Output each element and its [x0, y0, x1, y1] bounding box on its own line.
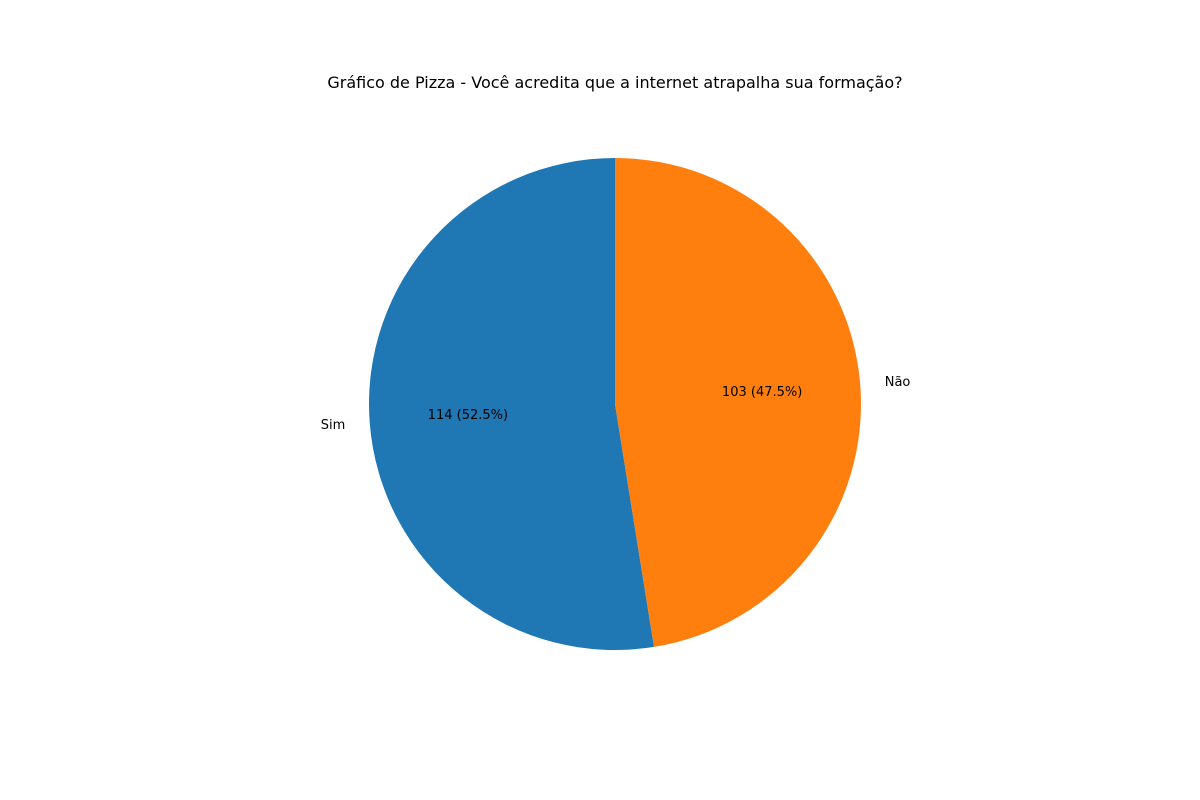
pie-slice-nao: [615, 158, 861, 647]
pie-labels: Sim 114 (52.5%) Não 103 (47.5%): [321, 375, 911, 433]
chart-title: Gráfico de Pizza - Você acredita que a i…: [327, 73, 902, 92]
slice-value-label: 103 (47.5%): [722, 385, 802, 400]
slice-value-label: 114 (52.5%): [428, 408, 508, 423]
slice-label: Sim: [321, 418, 346, 433]
pie-slice-sim: [369, 158, 655, 650]
slice-label: Não: [885, 375, 911, 390]
pie-slices: [369, 158, 861, 650]
